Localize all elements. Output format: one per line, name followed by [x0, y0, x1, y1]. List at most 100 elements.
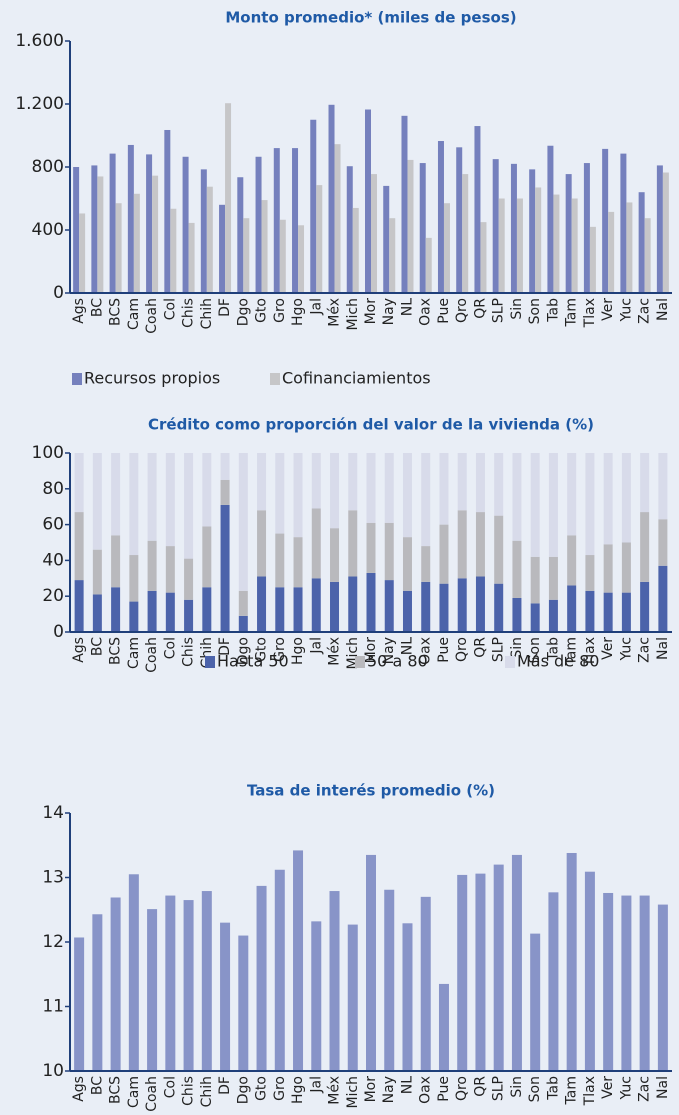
bar — [493, 864, 504, 1071]
bar-segment — [257, 576, 267, 632]
bar — [152, 175, 159, 293]
bar-segment — [475, 576, 485, 632]
x-tick-label: Ags — [71, 637, 87, 663]
bar — [346, 166, 353, 293]
x-tick-label: Sin — [509, 298, 525, 320]
bar-segment — [220, 504, 230, 632]
bar-segment — [494, 583, 504, 632]
x-tick-label: Dgo — [235, 637, 251, 665]
bar-segment — [238, 590, 248, 616]
bar — [571, 198, 578, 293]
bar-segment — [512, 453, 522, 541]
bar-segment — [421, 546, 431, 582]
x-tick-label: Mor — [363, 1076, 379, 1103]
bar — [329, 891, 340, 1071]
x-tick-label: Qro — [454, 1076, 470, 1101]
bar — [584, 871, 595, 1071]
bar — [621, 895, 632, 1071]
bar-segment — [202, 587, 212, 632]
bar-segment — [165, 592, 175, 632]
bar-segment — [92, 549, 102, 595]
y-tick-label: 0 — [53, 283, 64, 303]
bar — [97, 176, 104, 293]
bar — [639, 895, 650, 1071]
bar-segment — [421, 581, 431, 632]
bar — [565, 174, 572, 293]
y-tick-label: 1.600 — [15, 31, 64, 51]
bar-segment — [567, 453, 577, 536]
x-tick-label: DF — [217, 1076, 233, 1095]
bar — [626, 202, 633, 293]
bar-segment — [366, 522, 376, 573]
bar — [425, 237, 432, 293]
bar-segment — [512, 597, 522, 632]
bar — [201, 891, 212, 1071]
bar-segment — [348, 453, 358, 511]
bar-segment — [238, 453, 248, 591]
bar — [255, 156, 262, 293]
bar-segment — [402, 537, 412, 591]
bar — [164, 129, 171, 293]
x-tick-label: Ags — [71, 1076, 87, 1102]
bar-segment — [603, 544, 613, 593]
bar-segment — [640, 512, 650, 582]
legend-label: 50 a 80 — [367, 652, 428, 671]
bar-segment — [257, 510, 267, 577]
bar-segment — [548, 599, 558, 632]
x-tick-label: Jal — [308, 1076, 324, 1094]
bar-segment — [439, 453, 449, 525]
bar-segment — [366, 572, 376, 632]
bar-segment — [129, 601, 139, 632]
bar — [256, 885, 267, 1071]
bar-segment — [603, 592, 613, 632]
bar-segment — [621, 592, 631, 632]
x-tick-label: Oax — [418, 1076, 434, 1104]
chart-title: Tasa de interés promedio (%) — [247, 782, 495, 800]
bar-segment — [585, 590, 595, 632]
x-tick-label: Yuc — [618, 637, 634, 662]
x-tick-label: Col — [162, 298, 178, 320]
x-tick-label: Cam — [126, 1076, 142, 1108]
bar — [316, 185, 323, 293]
bar — [366, 854, 376, 1071]
x-tick-label: Son — [527, 298, 543, 324]
x-tick-label: Nal — [655, 1076, 671, 1099]
bar-segment — [494, 515, 504, 584]
bar-segment — [184, 558, 194, 600]
x-tick-label: Col — [162, 1076, 178, 1098]
bar — [147, 909, 158, 1071]
x-tick-label: Nay — [381, 1076, 397, 1103]
bar — [274, 869, 285, 1071]
legend-label: Recursos propios — [84, 369, 220, 388]
bar — [437, 141, 444, 293]
bar-segment — [530, 453, 540, 557]
bar — [510, 163, 517, 293]
bar — [462, 174, 469, 293]
x-tick-label: Tab — [545, 637, 561, 662]
x-tick-label: Sin — [509, 637, 525, 659]
x-tick-label: Gro — [272, 298, 288, 323]
x-tick-label: Pue — [436, 298, 452, 324]
bar — [644, 218, 651, 293]
x-tick-label: Tam — [564, 637, 580, 666]
legend-swatch — [355, 656, 365, 668]
bar-segment — [384, 580, 394, 632]
y-tick-label: 10 — [42, 1061, 64, 1081]
legend-swatch — [270, 373, 280, 385]
bar-segment — [220, 479, 230, 505]
bar-segment — [92, 453, 102, 550]
bar — [657, 904, 668, 1071]
x-tick-label: SLP — [491, 1076, 507, 1101]
bar — [480, 222, 487, 293]
x-tick-label: QR — [472, 1076, 488, 1097]
bar-segment — [567, 585, 577, 632]
bar-segment — [548, 556, 558, 600]
bar-segment — [603, 453, 613, 545]
bar-segment — [457, 453, 467, 511]
x-tick-label: BC — [89, 637, 105, 656]
x-tick-label: Gto — [254, 298, 270, 323]
bar — [91, 165, 98, 293]
bar-segment — [384, 453, 394, 523]
bar — [620, 153, 627, 293]
x-tick-label: Gto — [254, 1076, 270, 1101]
